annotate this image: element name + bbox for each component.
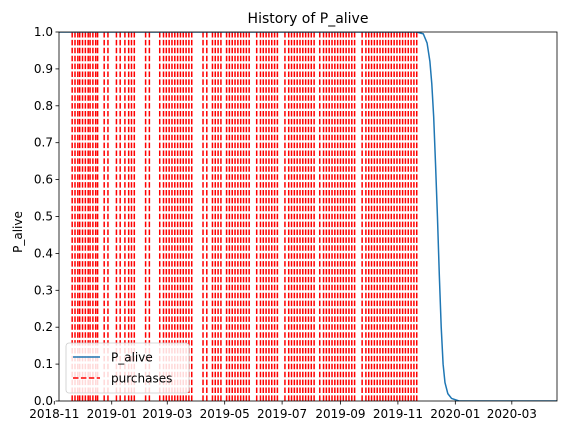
legend-label-p-alive: P_alive bbox=[111, 351, 153, 365]
chart-title: History of P_alive bbox=[248, 11, 369, 27]
y-tick-label-10: 1.0 bbox=[34, 25, 53, 39]
x-tick-label-3: 2019-05 bbox=[200, 407, 250, 421]
y-tick-label-4: 0.4 bbox=[34, 246, 53, 260]
x-tick-label-0: 2018-11 bbox=[29, 407, 79, 421]
purchases-series bbox=[71, 32, 418, 401]
y-tick-label-9: 0.9 bbox=[34, 62, 53, 76]
y-tick-label-5: 0.5 bbox=[34, 210, 53, 224]
y-tick-label-3: 0.3 bbox=[34, 283, 53, 297]
x-tick-label-6: 2019-11 bbox=[373, 407, 423, 421]
x-tick-label-5: 2019-09 bbox=[315, 407, 365, 421]
y-tick-label-0: 0.0 bbox=[34, 394, 53, 408]
y-tick-label-2: 0.2 bbox=[34, 320, 53, 334]
axes: 0.0 0.1 0.2 0.3 0.4 0.5 0.6 0.7 0.8 0.9 1.0 2018-11… bbox=[29, 25, 558, 421]
legend-box bbox=[65, 342, 190, 394]
legend: P_alive purchases bbox=[65, 342, 190, 394]
p-alive-line bbox=[59, 32, 557, 401]
y-tick-label-6: 0.6 bbox=[34, 173, 53, 187]
y-tick-label-8: 0.8 bbox=[34, 99, 53, 113]
x-tick-label-4: 2019-07 bbox=[257, 407, 307, 421]
x-tick-label-7: 2020-01 bbox=[430, 407, 480, 421]
y-axis-title: P_alive bbox=[11, 211, 25, 253]
plot-area bbox=[59, 32, 557, 401]
x-tick-label-8: 2020-03 bbox=[487, 407, 537, 421]
y-tick-label-7: 0.7 bbox=[34, 136, 53, 150]
x-tick-label-1: 2019-01 bbox=[87, 407, 137, 421]
y-tick-label-1: 0.1 bbox=[34, 357, 53, 371]
legend-label-purchases: purchases bbox=[111, 372, 172, 386]
x-tick-label-2: 2019-03 bbox=[142, 407, 192, 421]
